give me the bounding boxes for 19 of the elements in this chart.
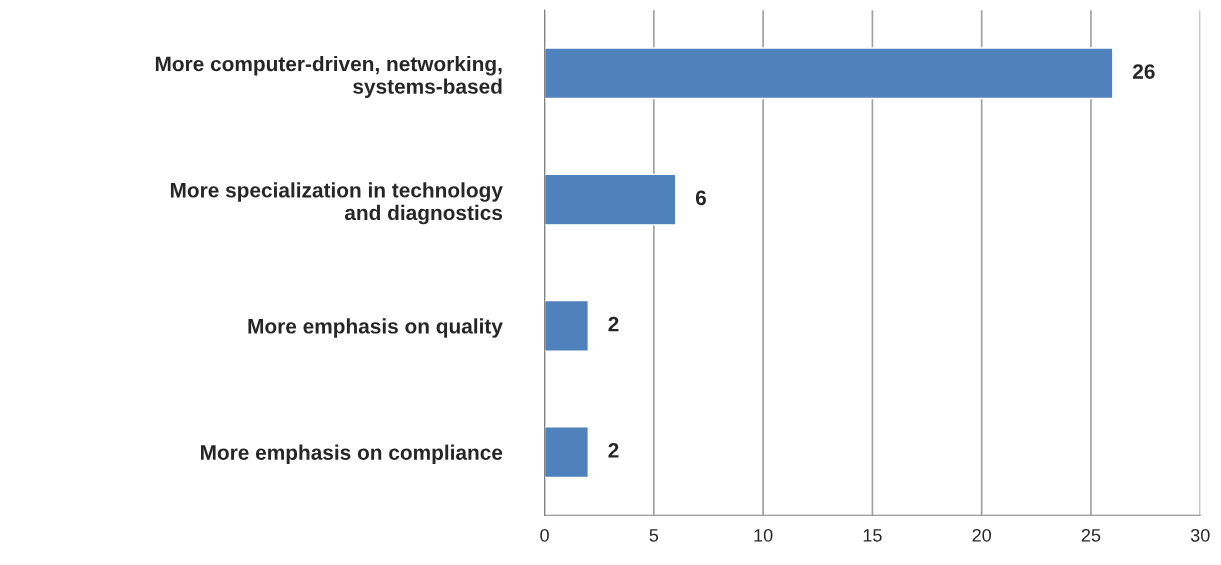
- y-tick-label: More emphasis on compliance: [200, 444, 503, 465]
- data-label: 2: [608, 442, 619, 458]
- x-tick-label: 15: [863, 529, 882, 542]
- x-tick-label: 5: [649, 529, 659, 542]
- bar: [544, 299, 589, 352]
- x-tick-label: 25: [1081, 528, 1101, 542]
- data-label: 2: [608, 316, 619, 332]
- bar: [544, 426, 589, 479]
- data-label: 26: [1132, 64, 1155, 79]
- x-tick-label: 10: [754, 528, 773, 542]
- y-tick-label: More emphasis on quality: [248, 318, 503, 338]
- x-tick-label: 0: [540, 528, 549, 542]
- data-label: 6: [695, 190, 706, 206]
- bar: [544, 47, 1114, 100]
- y-tick-label: More computer-driven, networking, systems-based: [155, 56, 502, 98]
- bar: [544, 173, 677, 226]
- x-tick-label: 30: [1190, 528, 1210, 542]
- x-tick-label: 20: [972, 528, 992, 542]
- y-tick-label: More specialization in technology and diagnostics: [170, 182, 503, 225]
